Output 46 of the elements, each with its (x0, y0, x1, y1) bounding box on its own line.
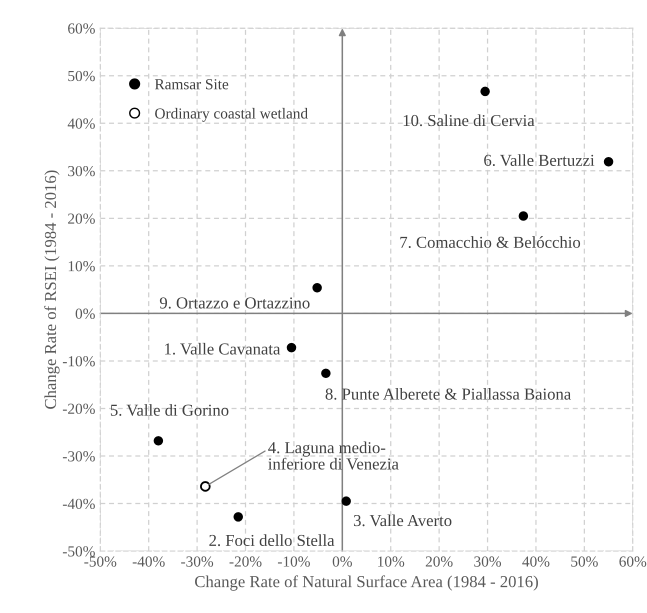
point (154, 436, 164, 446)
annotation: 6. Valle Bertuzzi (484, 154, 594, 166)
annotation: 1. Valle Cavanata (165, 342, 280, 355)
y-tick-label: -50% (62, 546, 95, 557)
point (286, 342, 296, 352)
y-tick-label: -40% (62, 498, 95, 510)
annotation: 10. Saline di Cervia (404, 114, 534, 126)
point (604, 157, 614, 167)
y-tick-label: 20% (68, 213, 95, 224)
y-tick-label: 30% (68, 166, 95, 176)
point (518, 211, 528, 221)
point (200, 481, 211, 492)
x-tick-label: 30% (474, 556, 502, 567)
point (480, 86, 490, 96)
annotation: 3. Valle Averto (354, 514, 452, 526)
annotation: 7. Comacchio & Belócchio (400, 236, 580, 248)
point (234, 512, 243, 522)
annotation: 5. Valle di Gorino (110, 404, 228, 416)
annotation: 2. Foci dello Stella (209, 534, 334, 546)
x-tick-label: 10% (378, 556, 404, 567)
point (341, 496, 351, 506)
x-tick-label: -30% (181, 556, 214, 567)
y-axis-title: Change Rate of RSEI (1984 - 2016) (44, 170, 60, 409)
x-tick-label: -10% (278, 556, 310, 567)
x-tick-label: 0% (332, 556, 352, 567)
y-tick-label: -20% (62, 404, 95, 414)
x-tick-label: 60% (619, 556, 646, 567)
y-tick-label: -10% (62, 356, 95, 366)
x-tick-label: 40% (522, 556, 550, 567)
y-tick-label: 40% (68, 118, 95, 129)
y-tick-label: 10% (68, 261, 95, 272)
x-tick-label: -40% (132, 556, 165, 567)
x-tick-label: 20% (426, 556, 453, 567)
x-tick-label: 50% (571, 556, 598, 567)
y-tick-label: 60% (68, 23, 95, 34)
y-tick-label: 50% (68, 70, 95, 82)
point (312, 283, 322, 292)
y-tick-label: -30% (62, 451, 95, 462)
y-tick-label: 0% (76, 308, 95, 319)
point (321, 368, 331, 378)
annotation: 9. Ortazzo e Ortazzino (160, 297, 310, 309)
x-axis-title: Change Rate of Natural Surface Area (1984 - 2016) (195, 575, 538, 591)
x-tick-label: -50% (84, 556, 116, 567)
legend-label: Ordinary coastal wetland (155, 108, 308, 122)
legend-label: Ramsar Site (154, 79, 228, 90)
x-tick-label: -20% (230, 556, 262, 567)
